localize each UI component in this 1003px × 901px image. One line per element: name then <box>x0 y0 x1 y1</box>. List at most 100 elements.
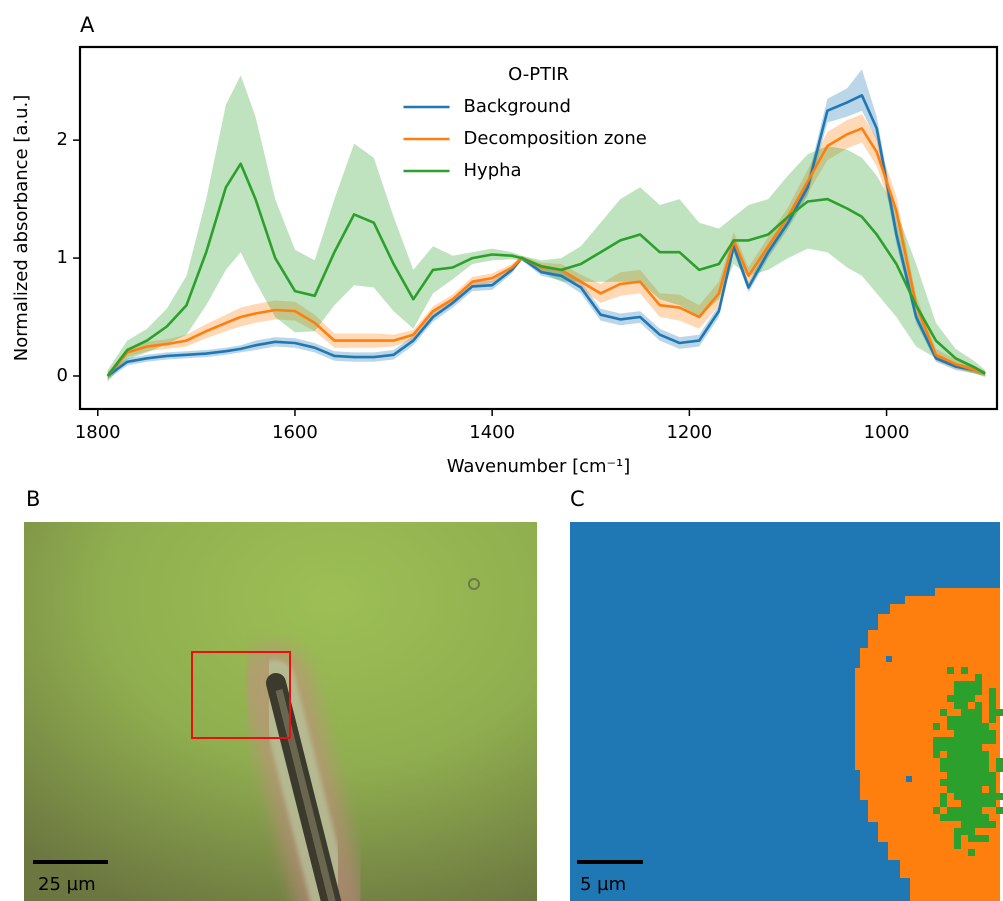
pixel <box>954 730 961 737</box>
pixel <box>968 800 975 807</box>
pixel <box>989 786 996 793</box>
pixel <box>975 751 982 758</box>
pixel <box>989 702 996 709</box>
pixel <box>989 730 996 737</box>
pixel <box>961 758 968 765</box>
legend-label: Decomposition zone <box>464 128 647 149</box>
pixel <box>975 814 982 821</box>
legend-title: O-PTIR <box>508 64 569 85</box>
pixel <box>982 835 989 842</box>
hypha-core <box>275 689 336 901</box>
pixel <box>961 695 968 702</box>
pixel <box>989 772 996 779</box>
pixel <box>982 800 989 807</box>
pixel <box>975 674 982 681</box>
pixel <box>975 744 982 751</box>
x-tick-label: 1200 <box>666 422 712 443</box>
pixel <box>886 656 892 662</box>
pixel <box>954 758 961 765</box>
x-tick-label: 1600 <box>272 422 318 443</box>
y-tick-label: 1 <box>57 247 68 268</box>
pixel <box>954 779 961 786</box>
x-tick-label: 1000 <box>864 422 910 443</box>
pixel <box>961 716 968 723</box>
pixel <box>975 786 982 793</box>
pixel <box>975 688 982 695</box>
pixel <box>982 779 989 786</box>
pixel <box>961 737 968 744</box>
pixel <box>989 716 996 723</box>
pixel <box>940 779 947 786</box>
pixel <box>975 821 982 828</box>
pixel <box>975 807 982 814</box>
pixel <box>975 765 982 772</box>
pixel <box>933 737 940 744</box>
y-tick-label: 2 <box>57 129 68 150</box>
pixel <box>961 793 968 800</box>
line <box>106 162 986 377</box>
micrograph: 25 µm <box>24 522 537 901</box>
pixel <box>968 779 975 786</box>
pixel <box>968 737 975 744</box>
pixel <box>968 730 975 737</box>
pixel <box>975 709 982 716</box>
line <box>106 94 986 378</box>
pixel <box>961 723 968 730</box>
pixel <box>954 751 961 758</box>
pixel <box>975 702 982 709</box>
pixel <box>975 793 982 800</box>
pixel <box>954 842 961 849</box>
pixel <box>954 744 961 751</box>
pixel <box>989 695 996 702</box>
x-tick-label: 1800 <box>75 422 121 443</box>
pixel <box>975 737 982 744</box>
pixel <box>968 751 975 758</box>
pixel <box>989 779 996 786</box>
pixel <box>947 667 954 674</box>
pixel <box>940 744 947 751</box>
pixel <box>968 681 975 688</box>
pixel <box>954 835 961 842</box>
pixel <box>996 765 1003 772</box>
pixel <box>940 709 947 716</box>
pixel <box>954 737 961 744</box>
pixel <box>954 681 961 688</box>
pixel <box>954 688 961 695</box>
pixel <box>989 709 996 716</box>
pixel <box>961 730 968 737</box>
pixel <box>940 793 947 800</box>
pixel <box>975 681 982 688</box>
pixel <box>961 709 968 716</box>
pixel <box>961 800 968 807</box>
pixel <box>982 730 989 737</box>
pixel <box>975 772 982 779</box>
pixel <box>968 688 975 695</box>
region-box <box>191 651 291 739</box>
pixel <box>982 765 989 772</box>
x-tick-label: 1400 <box>469 422 515 443</box>
pixel <box>947 814 954 821</box>
pixel <box>954 793 961 800</box>
pixel <box>968 835 975 842</box>
pixel <box>982 737 989 744</box>
pixel <box>954 772 961 779</box>
pixel <box>975 730 982 737</box>
pixel <box>961 765 968 772</box>
pixel <box>982 772 989 779</box>
panel-label: B <box>26 487 40 511</box>
pixel <box>961 688 968 695</box>
pixel <box>975 800 982 807</box>
pixel <box>968 807 975 814</box>
pixel <box>975 723 982 730</box>
pixel <box>961 807 968 814</box>
pixel <box>954 786 961 793</box>
pixel <box>940 800 947 807</box>
chart-a: 1800 1600 1400 1200 1000 0 1 2 Wavenumber [cm⁻¹]… <box>11 45 999 477</box>
pixel <box>947 737 954 744</box>
pixel <box>961 751 968 758</box>
pixel <box>947 758 954 765</box>
pixel <box>933 807 940 814</box>
pixel <box>968 793 975 800</box>
pixel <box>906 776 912 782</box>
panel-label: A <box>80 13 95 37</box>
